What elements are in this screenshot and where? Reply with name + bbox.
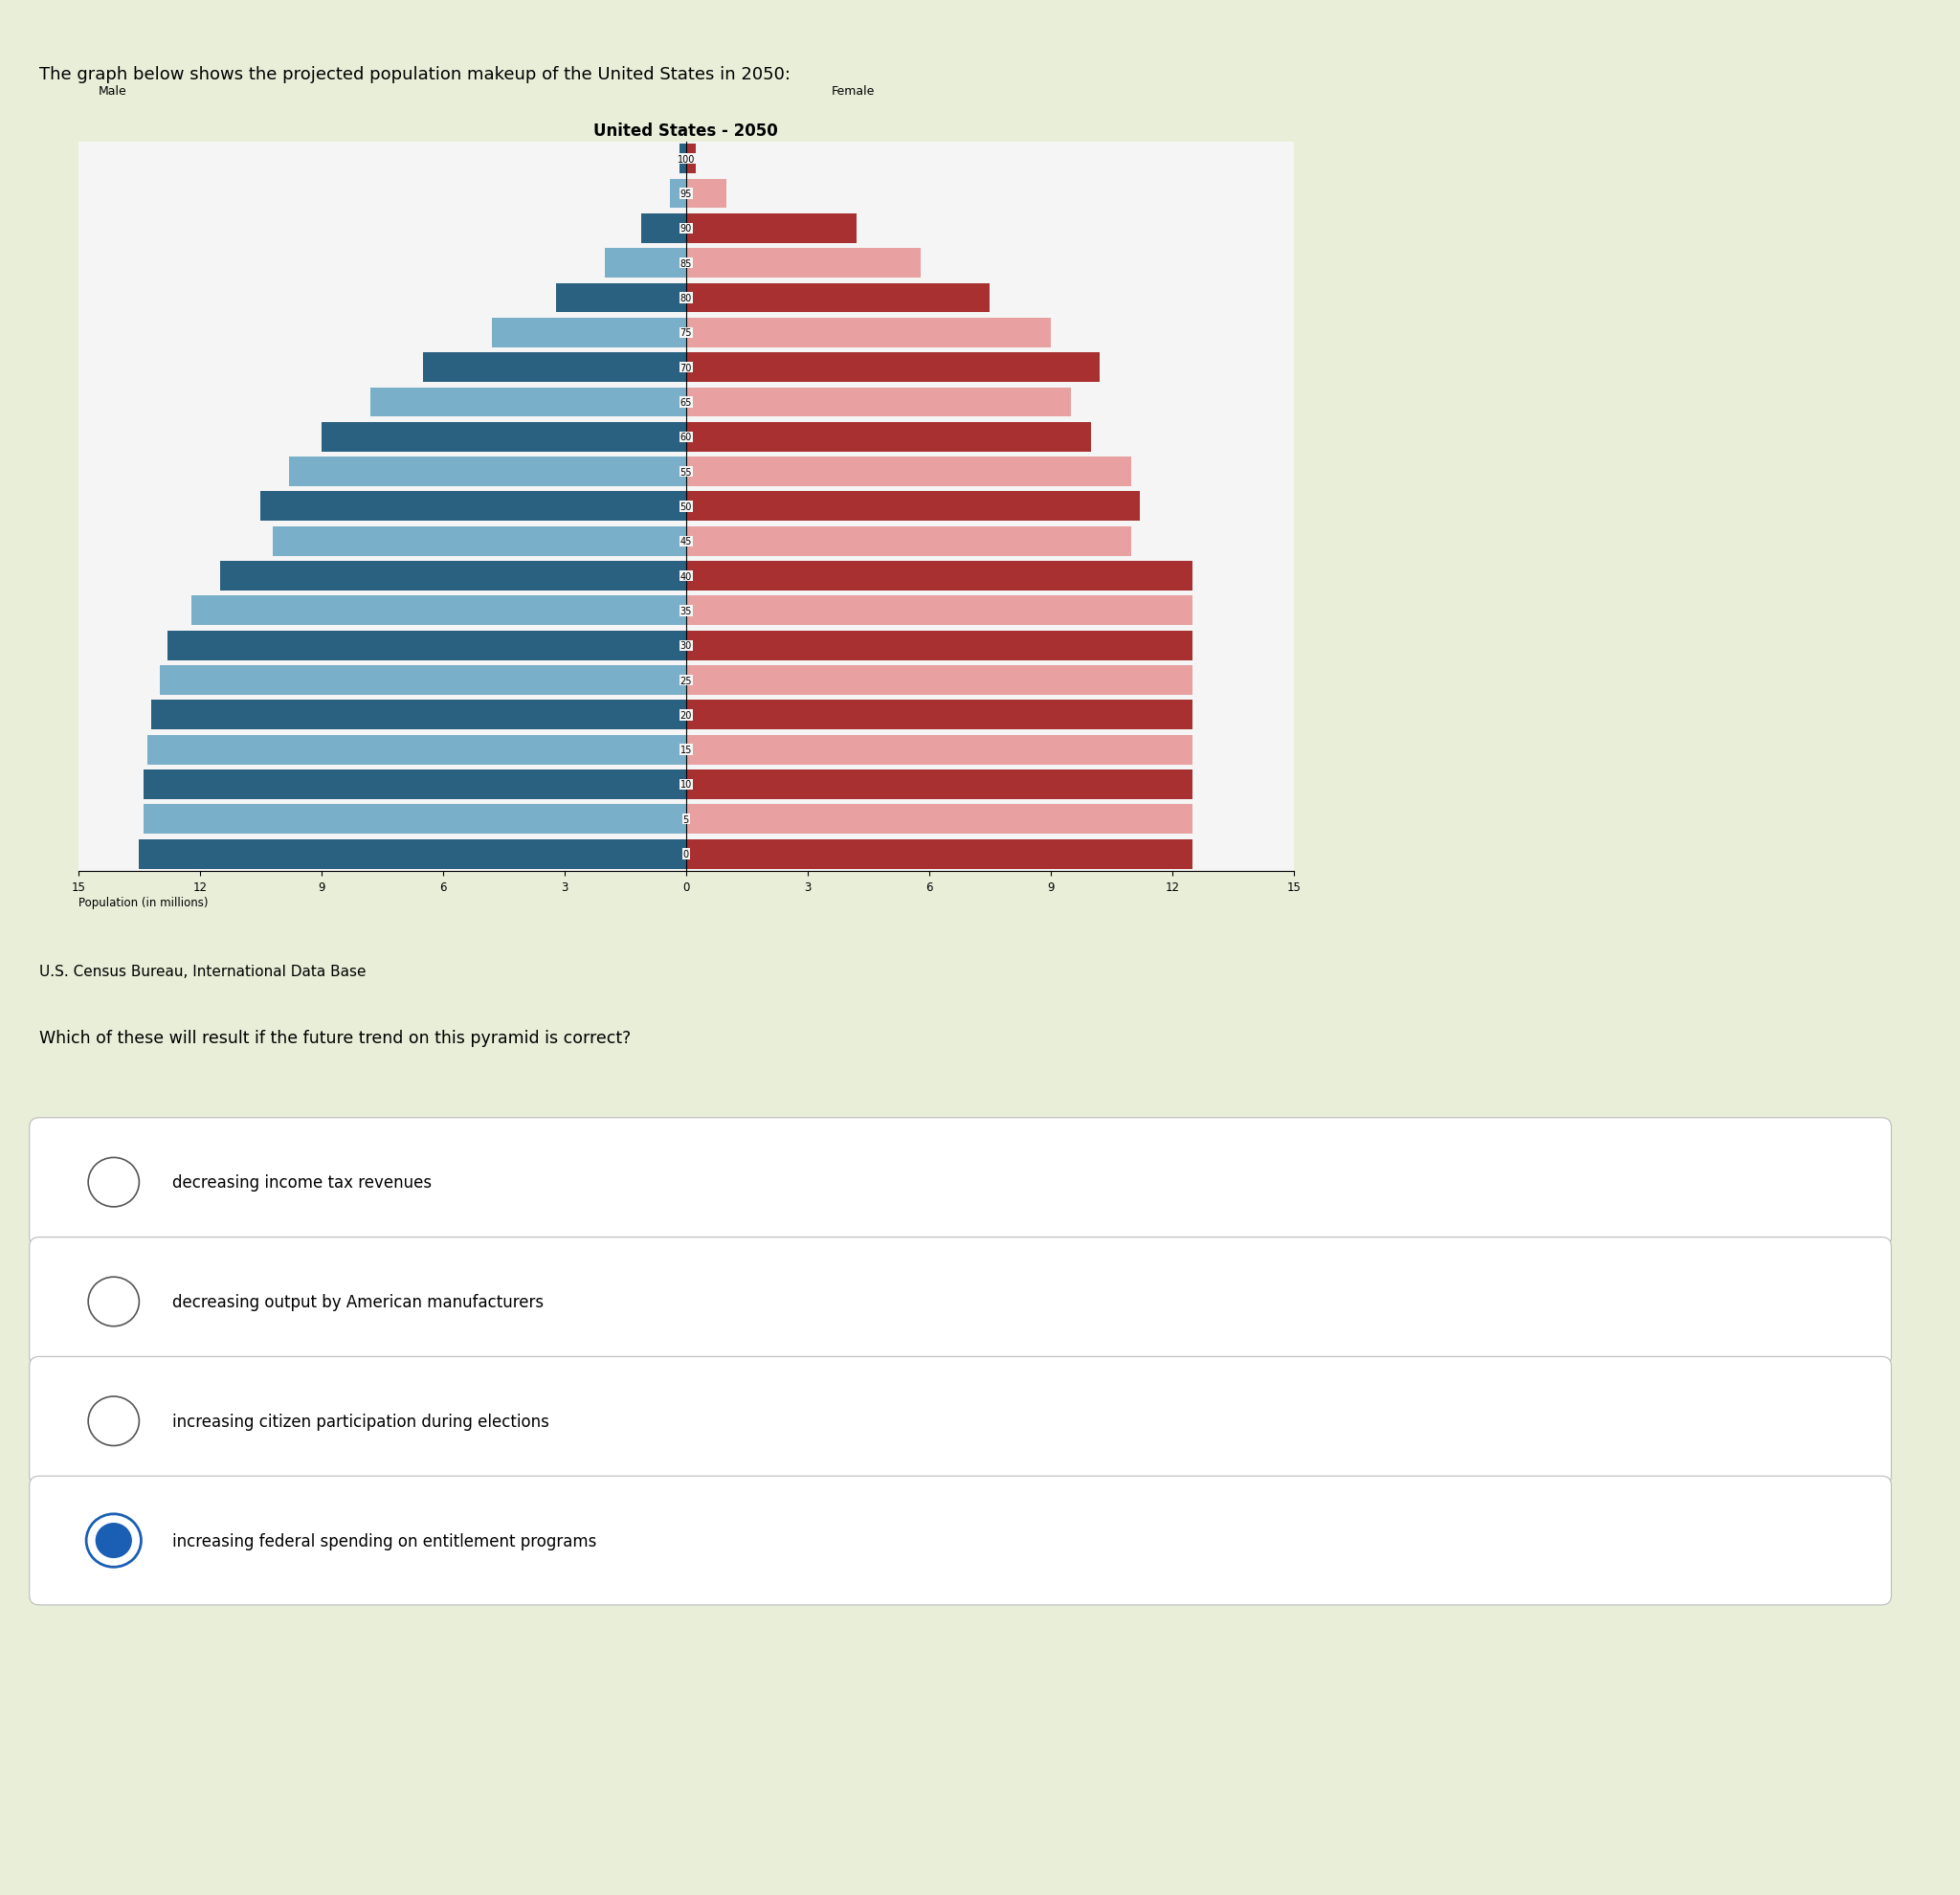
Bar [192, 597, 686, 625]
Bar [686, 180, 727, 208]
Bar [686, 665, 1192, 695]
Bar [261, 493, 686, 521]
Text: Which of these will result if the future trend on this pyramid is correct?: Which of these will result if the future… [39, 1029, 631, 1046]
Bar [686, 631, 1192, 661]
Bar [321, 423, 686, 453]
Bar [686, 423, 1092, 453]
Text: The graph below shows the projected population makeup of the United States in 20: The graph below shows the projected popu… [39, 66, 790, 83]
Text: 75: 75 [680, 328, 692, 337]
Text: 0: 0 [684, 849, 688, 858]
Text: increasing citizen participation during elections: increasing citizen participation during … [172, 1412, 549, 1431]
Text: 80: 80 [680, 294, 692, 303]
Bar [686, 769, 1192, 800]
Bar [151, 701, 686, 730]
Text: 20: 20 [680, 711, 692, 720]
Bar [686, 248, 921, 279]
Bar [370, 388, 686, 417]
Text: 50: 50 [680, 502, 692, 512]
Text: Male: Male [98, 85, 127, 99]
Text: Population (in millions): Population (in millions) [78, 896, 208, 910]
Bar [686, 493, 1139, 521]
Bar [492, 318, 686, 349]
Bar [143, 769, 686, 800]
Text: 40: 40 [680, 572, 692, 582]
Text: Female: Female [831, 85, 876, 99]
Bar [686, 284, 990, 313]
Text: increasing federal spending on entitlement programs: increasing federal spending on entitleme… [172, 1531, 596, 1550]
Title: United States - 2050: United States - 2050 [594, 121, 778, 140]
Bar [159, 665, 686, 695]
Bar [686, 735, 1192, 766]
Text: 30: 30 [680, 641, 692, 650]
Bar [423, 352, 686, 383]
Bar [143, 805, 686, 834]
Text: decreasing output by American manufacturers: decreasing output by American manufactur… [172, 1292, 545, 1311]
Bar [686, 144, 696, 174]
Text: U.S. Census Bureau, International Data Base: U.S. Census Bureau, International Data B… [39, 965, 367, 980]
Text: 60: 60 [680, 432, 692, 442]
Bar [680, 144, 686, 174]
Text: 35: 35 [680, 606, 692, 616]
Bar [686, 527, 1131, 557]
Bar [220, 561, 686, 591]
Bar [288, 457, 686, 487]
Text: 10: 10 [680, 781, 692, 790]
Text: 100: 100 [678, 155, 694, 165]
Bar [147, 735, 686, 766]
Bar [557, 284, 686, 313]
Bar [686, 839, 1192, 870]
Bar [167, 631, 686, 661]
Text: 25: 25 [680, 677, 692, 686]
Bar [686, 805, 1192, 834]
Text: 55: 55 [680, 468, 692, 478]
Bar [606, 248, 686, 279]
Bar [686, 701, 1192, 730]
Text: 95: 95 [680, 190, 692, 199]
Text: 85: 85 [680, 260, 692, 269]
Text: 45: 45 [680, 536, 692, 546]
Bar [686, 318, 1051, 349]
Bar [139, 839, 686, 870]
Text: 5: 5 [682, 815, 690, 824]
Bar [686, 561, 1192, 591]
Bar [670, 180, 686, 208]
Bar [686, 214, 857, 244]
Text: 65: 65 [680, 398, 692, 407]
Bar [686, 388, 1070, 417]
Bar [641, 214, 686, 244]
Bar [686, 352, 1100, 383]
Text: 70: 70 [680, 364, 692, 373]
Bar [686, 457, 1131, 487]
Bar [272, 527, 686, 557]
Bar [686, 597, 1192, 625]
Text: 90: 90 [680, 224, 692, 233]
Text: 15: 15 [680, 745, 692, 754]
Text: decreasing income tax revenues: decreasing income tax revenues [172, 1173, 431, 1192]
